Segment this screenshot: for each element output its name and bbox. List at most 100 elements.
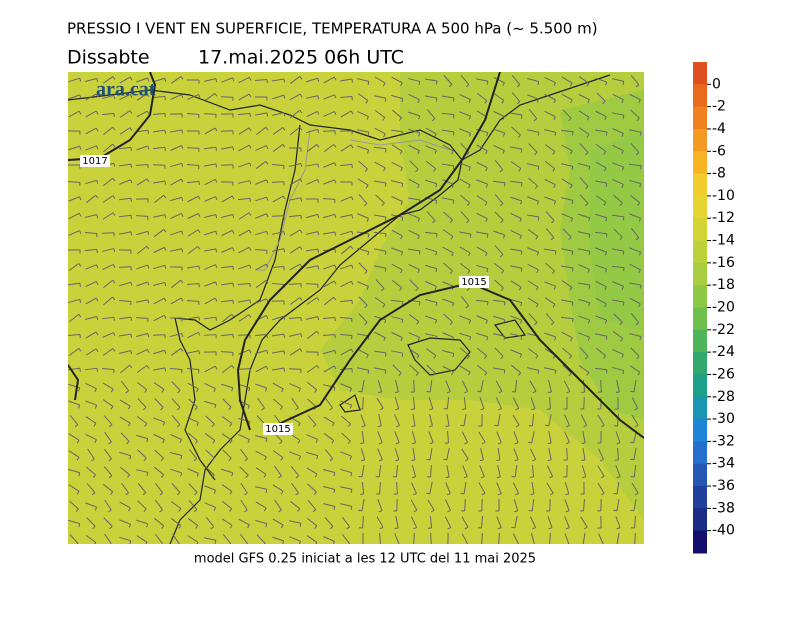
wind-barb — [465, 499, 466, 511]
wind-barb — [402, 132, 403, 136]
wind-barb — [136, 318, 148, 319]
wind-barb — [402, 353, 403, 357]
wind-barb — [385, 217, 386, 221]
wind-barb — [436, 81, 437, 85]
colorbar-segment — [693, 441, 707, 464]
wind-barb — [334, 387, 335, 391]
wind-barb — [548, 460, 552, 461]
wind-barb — [531, 545, 534, 546]
wind-barb — [427, 459, 431, 460]
colorbar-tick-label: -6 — [712, 143, 726, 159]
wind-barb — [580, 544, 584, 545]
wind-barb — [606, 183, 607, 187]
colorbar-segment — [693, 464, 707, 487]
wind-barb — [284, 79, 285, 83]
wind-barb — [601, 380, 602, 392]
wind-barb — [165, 181, 166, 185]
colorbar-tick-label: -10 — [712, 188, 735, 204]
wind-barb — [465, 544, 468, 546]
colorbar-segment — [693, 62, 707, 85]
colorbar-segment — [693, 285, 707, 308]
colorbar-tick-label: -38 — [712, 500, 735, 516]
wind-barb — [623, 251, 624, 255]
colorbar-segment — [693, 218, 707, 241]
colorbar-tick-label: -40 — [712, 523, 735, 539]
wind-barb — [582, 443, 586, 444]
colorbar-segment — [693, 374, 707, 397]
wind-barb — [453, 166, 454, 170]
colorbar-tick-label: 0 — [712, 76, 721, 92]
wind-barb — [538, 217, 539, 221]
wind-barb — [284, 368, 285, 372]
colorbar-tick-label: -18 — [712, 277, 735, 293]
colorbar-segment — [693, 531, 707, 554]
wind-barb — [453, 132, 454, 136]
wind-barb — [385, 370, 386, 374]
wind-barb — [385, 268, 386, 272]
colorbar-segment — [693, 151, 707, 174]
wind-barb — [352, 79, 353, 83]
wind-barb — [385, 251, 386, 255]
wind-barb — [380, 482, 381, 494]
wind-barb — [511, 527, 515, 528]
day: Dissabte — [67, 47, 150, 69]
wind-barb — [216, 164, 217, 168]
wind-barb — [108, 544, 111, 546]
wind-barb — [521, 251, 522, 255]
colorbar-segment — [693, 84, 707, 107]
wind-barb — [630, 510, 634, 511]
wind-barb — [443, 459, 447, 460]
wind-barb — [412, 426, 416, 427]
wind-barb — [487, 81, 488, 85]
wind-barb — [530, 494, 534, 495]
wind-barb — [618, 448, 619, 460]
wind-barb — [216, 249, 217, 253]
wind-barb — [187, 148, 199, 149]
colorbar-segment — [693, 263, 707, 286]
wind-barb — [504, 370, 505, 374]
wind-barb — [411, 460, 415, 461]
wind-barb — [600, 544, 603, 545]
colorbar-segment — [693, 196, 707, 219]
colorbar-tick-label: -4 — [712, 121, 726, 137]
colorbar-segment — [693, 129, 707, 152]
wind-barb — [347, 544, 350, 546]
isobar-label: 1017 — [82, 156, 107, 167]
colorbar-segment — [693, 107, 707, 130]
wind-barb — [470, 234, 471, 238]
wind-barb — [267, 113, 268, 117]
wind-barb — [153, 335, 165, 336]
wind-barb — [419, 251, 420, 255]
colorbar-segment — [693, 241, 707, 264]
wind-barb — [255, 250, 267, 251]
wind-barb — [581, 460, 585, 461]
colorbar-segment — [693, 508, 707, 531]
wind-barb — [318, 249, 319, 253]
wind-barb — [323, 199, 335, 200]
colorbar-tick-label: -22 — [712, 322, 735, 338]
wind-barb — [187, 301, 199, 302]
colorbar-segment — [693, 174, 707, 197]
wind-barb — [301, 198, 302, 202]
wind-barb — [318, 164, 319, 168]
wind-barb — [550, 397, 551, 409]
wind-barb — [482, 533, 483, 545]
wind-barb — [245, 544, 248, 546]
colorbar-tick-label: -34 — [712, 456, 735, 472]
wind-barb — [385, 353, 386, 357]
wind-barb — [521, 115, 522, 119]
wind-barb — [165, 130, 166, 134]
wind-barb — [567, 448, 568, 460]
isobar-label: 1015 — [265, 424, 290, 435]
wind-barb — [630, 391, 634, 392]
wind-barb — [306, 284, 318, 285]
wind-barb — [358, 476, 362, 477]
wind-barb — [460, 425, 464, 426]
wind-barb — [436, 98, 437, 102]
colorbar: 0-2-4-6-8-10-12-14-16-18-20-22-24-26-28-… — [693, 62, 735, 554]
wind-barb — [640, 285, 641, 289]
wind-barb — [572, 302, 573, 306]
colorbar-tick-label: -26 — [712, 366, 735, 382]
wind-barb — [446, 477, 450, 478]
colorbar-segment — [693, 397, 707, 420]
